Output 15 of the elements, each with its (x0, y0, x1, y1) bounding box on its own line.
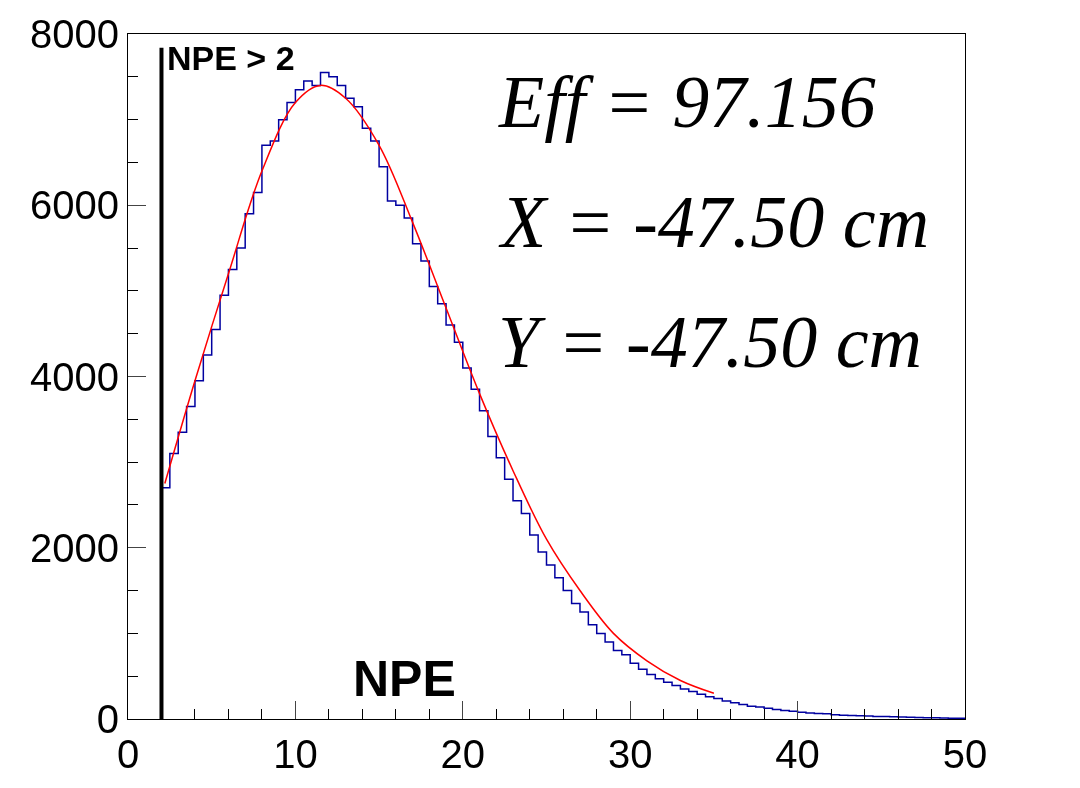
annotation: Y = -47.50 cm (498, 301, 923, 383)
y-tick-label: 6000 (30, 183, 119, 228)
x-axis-title: NPE (353, 651, 456, 707)
y-tick-label: 8000 (30, 12, 119, 56)
annotation: Eff = 97.156 (498, 61, 876, 143)
x-tick-label: 30 (607, 732, 653, 776)
ref-line-label: NPE > 2 (167, 39, 295, 77)
y-tick-label: 0 (96, 697, 119, 741)
x-tick-label: 40 (775, 732, 820, 776)
annotation: X = -47.50 cm (498, 181, 930, 263)
y-tick-label: 2000 (30, 525, 119, 570)
x-tick-label: 10 (273, 732, 318, 776)
x-tick-label: 20 (440, 732, 486, 776)
x-tick-label: 50 (942, 732, 988, 776)
y-tick-label: 4000 (30, 354, 119, 399)
